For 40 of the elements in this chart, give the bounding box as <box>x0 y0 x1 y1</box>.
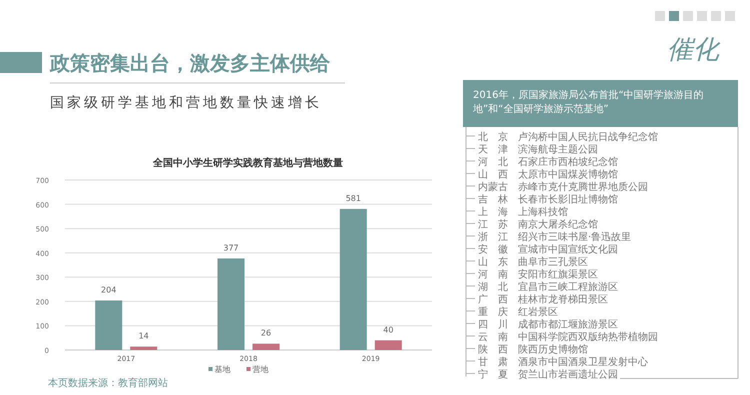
data-label: 581 <box>346 194 361 203</box>
text: 2016年，原国家旅游局公布首批“中国研学旅游目的地”和“全国研学旅游示范基地” <box>472 89 704 115</box>
bar <box>130 346 158 350</box>
text: 山 西 太原市中国煤炭博物馆 <box>478 168 618 180</box>
text: 甘 肃 酒泉市中国酒泉卫星发射中心 <box>478 356 648 368</box>
text: 陕 西 陕西历史博物馆 <box>478 344 588 356</box>
text: 广 西 桂林市龙脊梯田景区 <box>478 294 608 306</box>
text: 上 海 上海科技馆 <box>478 206 568 218</box>
text: 河 北 石家庄市西柏坡纪念馆 <box>478 156 618 168</box>
data-label: 40 <box>383 325 394 334</box>
bar <box>340 208 367 350</box>
text: 催化 <box>667 35 721 65</box>
legend-label: 基地 <box>214 365 230 374</box>
data-label: 204 <box>101 285 116 294</box>
text: 江 苏 南京大屠杀纪念馆 <box>478 218 598 230</box>
text: 内蒙古 赤峰市克什克腾世界地质公园 <box>478 181 648 193</box>
text: 河 南 安阳市红旗渠景区 <box>478 268 598 280</box>
bar <box>252 344 280 350</box>
data-label: 26 <box>260 328 272 338</box>
legend-label: 营地 <box>252 365 268 374</box>
text: 宁 夏 贺兰山市岩画遗址公园 <box>478 368 618 380</box>
text: 云 南 中国科学院西双版纳热带植物园 <box>478 331 658 343</box>
text: 北 京 卢沟桥中国人民抗日战争纪念馆 <box>478 131 658 143</box>
text: 山 东 曲阜市三孔景区 <box>478 256 588 268</box>
bar <box>218 258 244 350</box>
data-label: 377 <box>223 243 239 252</box>
chart-title: 全国中小学生研学实践教育基地与营地数量 <box>152 157 343 169</box>
text: 本页数据来源：教育部网站 <box>48 377 168 389</box>
bar <box>374 340 402 350</box>
text: 四 川 成都市都江堰旅游景区 <box>478 318 618 330</box>
text: 安 徽 宣城市中国宣纸文化园 <box>478 244 618 256</box>
text: 国家级研学基地和营地数量快速增长 <box>50 95 322 111</box>
text: 重 庆 红岩景区 <box>478 306 558 318</box>
text: 政策密集出台，激发多主体供给 <box>49 51 331 75</box>
text: 天 津 滨海航母主题公园 <box>478 144 598 156</box>
text: 吉 林 长春市长影旧址博物馆 <box>478 194 618 206</box>
data-label: 14 <box>138 332 149 341</box>
bar <box>95 300 122 350</box>
text: 浙 江 绍兴市三味书屋·鲁迅故里 <box>478 231 632 243</box>
text: 湖 北 宜昌市三峡工程旅游区 <box>478 281 618 293</box>
